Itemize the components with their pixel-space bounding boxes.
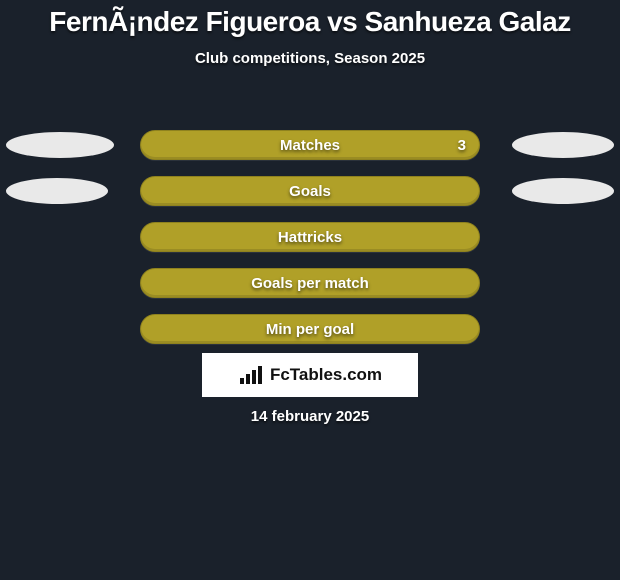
stat-bar — [140, 314, 480, 344]
stat-bar — [140, 176, 480, 206]
page-title: FernÃ¡ndez Figueroa vs Sanhueza Galaz — [0, 0, 620, 38]
stat-value-right: 3 — [458, 130, 466, 160]
comparison-row: Goals per match — [0, 260, 620, 306]
comparison-row: Matches3 — [0, 122, 620, 168]
right-ellipse — [512, 178, 614, 204]
comparison-row: Hattricks — [0, 214, 620, 260]
right-ellipse — [512, 132, 614, 158]
date-label: 14 february 2025 — [0, 408, 620, 425]
subtitle: Club competitions, Season 2025 — [0, 50, 620, 67]
comparison-row: Goals — [0, 168, 620, 214]
brand-card: FcTables.com — [202, 353, 418, 397]
comparison-rows: Matches3GoalsHattricksGoals per matchMin… — [0, 122, 620, 352]
stat-bar — [140, 222, 480, 252]
brand-text: FcTables.com — [270, 365, 382, 385]
bars-icon — [238, 364, 264, 386]
left-ellipse — [6, 178, 108, 204]
stat-bar — [140, 130, 480, 160]
comparison-row: Min per goal — [0, 306, 620, 352]
comparison-infographic: FernÃ¡ndez Figueroa vs Sanhueza Galaz Cl… — [0, 0, 620, 580]
stat-bar — [140, 268, 480, 298]
left-ellipse — [6, 132, 114, 158]
